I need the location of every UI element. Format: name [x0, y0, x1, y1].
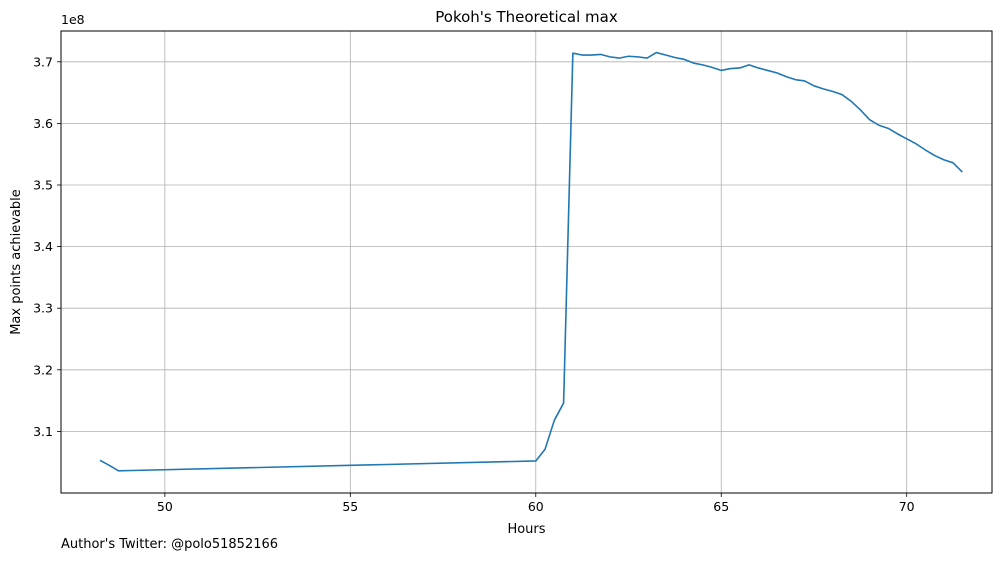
- x-axis-label: Hours: [507, 522, 545, 537]
- y-tick-label: 3.5: [33, 178, 53, 193]
- x-tick-label: 65: [713, 499, 729, 514]
- x-tick-label: 70: [899, 499, 915, 514]
- y-tick-label: 3.2: [33, 362, 53, 377]
- y-axis-offset-label: 1e8: [61, 12, 85, 27]
- y-tick-label: 3.7: [33, 54, 53, 69]
- chart-title: Pokoh's Theoretical max: [435, 8, 618, 26]
- series-line-group: [99, 51, 963, 472]
- x-tick-label: 55: [342, 499, 358, 514]
- y-axis-label: Max points achievable: [9, 189, 24, 335]
- y-tick-label: 3.3: [33, 301, 53, 316]
- y-axis: 3.1 3.2 3.3 3.4 3.5 3.6 3.7: [33, 54, 61, 439]
- y-tick-label: 3.4: [33, 239, 53, 254]
- x-tick-label: 60: [528, 499, 544, 514]
- plot-area-frame: [60, 30, 993, 494]
- x-tick-label: 50: [157, 499, 173, 514]
- grid: [61, 31, 992, 493]
- y-tick-label: 3.6: [33, 116, 53, 131]
- author-twitter-note: Author's Twitter: @polo51852166: [61, 537, 279, 552]
- y-tick-label: 3.1: [33, 424, 53, 439]
- x-axis: 50 55 60 65 70: [157, 493, 915, 514]
- series-line: [99, 51, 963, 472]
